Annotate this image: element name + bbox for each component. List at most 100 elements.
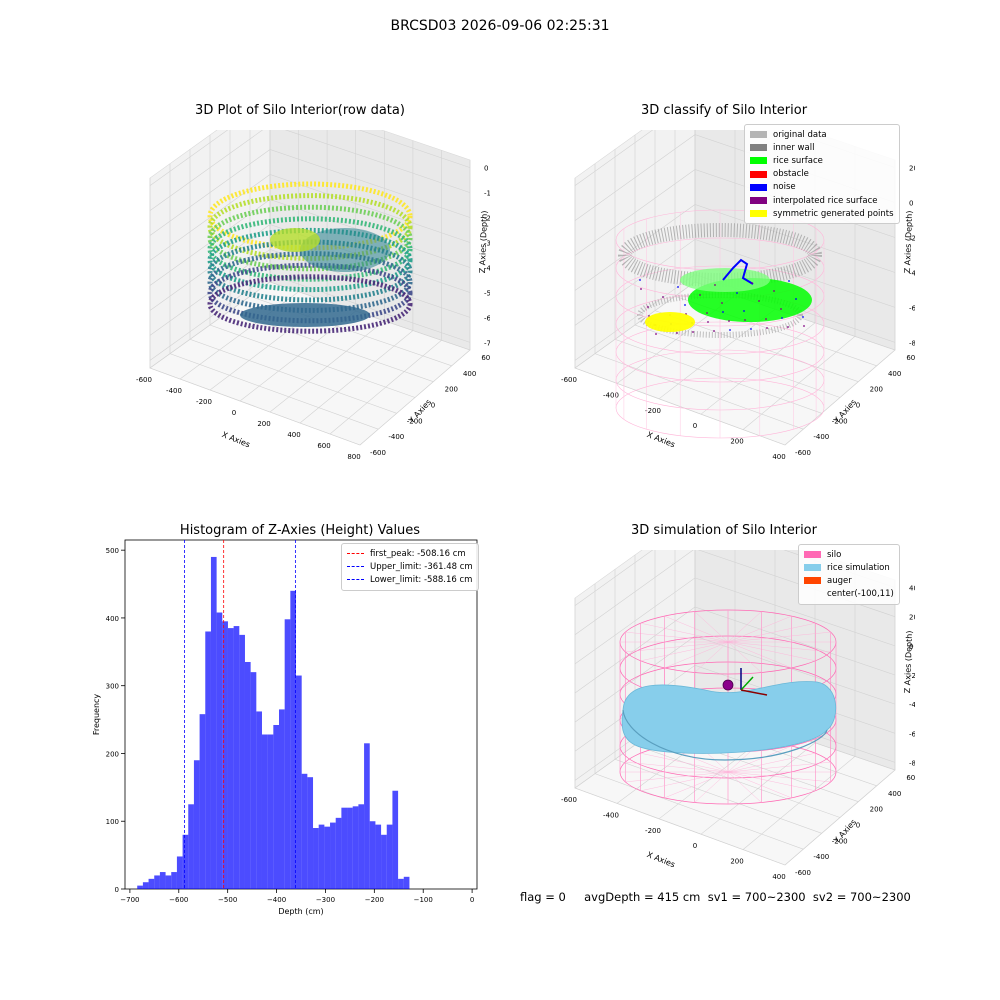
p3-bar	[284, 619, 291, 889]
p3-ytick-label: 400	[106, 615, 119, 623]
p3-bar	[227, 628, 234, 889]
p3-bar	[392, 790, 399, 889]
p2-rice-surface-upper	[680, 268, 770, 292]
p3-bar	[239, 634, 245, 889]
legend2-swatch	[750, 157, 767, 165]
p1-wall-ring	[207, 181, 413, 251]
p3-xtick-label: −400	[267, 896, 286, 904]
p1-xtick: 400	[287, 431, 300, 439]
p4-ytick: -200	[832, 837, 848, 845]
legend3-swatch	[347, 579, 364, 581]
p2-noise-point	[750, 328, 752, 330]
p3-bar	[182, 834, 189, 889]
legend3-label: Lower_limit: -588.16 cm	[370, 574, 473, 585]
p2-ytick: 400	[888, 370, 901, 378]
p4-zlabel: Z Axies (Depth)	[903, 630, 914, 693]
p1-ytick: 400	[463, 370, 476, 378]
p1-ztick: -300	[484, 240, 490, 248]
p3-bar	[341, 807, 348, 889]
p4-silo-top-spoke	[727, 641, 831, 653]
p3-bar	[273, 725, 279, 889]
legend2-swatch	[750, 210, 767, 218]
legend3-label: Upper_limit: -361.48 cm	[370, 561, 473, 572]
p1-grid-y	[189, 149, 397, 414]
legend4-entry: silo	[804, 548, 894, 561]
p1-ztick: -600	[484, 314, 490, 322]
p2-noise	[722, 258, 754, 285]
p3-bar	[159, 872, 166, 889]
p2-grid-y	[634, 135, 841, 398]
p1-inner-surface	[300, 228, 390, 272]
p1-grid-y	[269, 130, 471, 351]
p2-noise-point	[655, 333, 657, 335]
p2-noise-point	[640, 288, 642, 290]
p2-grid-z	[574, 204, 896, 291]
legend4-entry: center(-100,11)	[804, 588, 894, 601]
legend2-swatch	[750, 144, 767, 152]
p1-grid-z	[149, 149, 471, 236]
p3-bar	[369, 821, 376, 889]
legend2-swatch	[750, 197, 767, 205]
p2-noise-point	[736, 292, 738, 294]
p1-xtick: 0	[232, 409, 236, 417]
p1-bottom-points	[240, 303, 370, 327]
p3-bar	[244, 661, 251, 889]
p3-bar	[347, 807, 353, 889]
p2-noise-point	[684, 304, 686, 306]
p2-ztick: -800	[909, 339, 915, 347]
p2-inner-wall-low	[637, 292, 803, 338]
p4-grid-y	[614, 569, 822, 834]
p3-bar	[290, 590, 297, 889]
p1-grid-y	[169, 163, 379, 430]
p2-ztick: -400	[909, 269, 915, 277]
p4-silo-top-spoke	[640, 641, 729, 662]
p4-xtick: -400	[603, 811, 619, 819]
p3-bar	[386, 824, 393, 889]
p2-noise-point	[751, 282, 753, 284]
p3-bar	[267, 734, 274, 889]
p2-xtick: 400	[772, 453, 785, 461]
p1-grid-z	[149, 130, 471, 211]
p4-silo-bottom-spoke	[640, 771, 729, 792]
p4-ytick: 0	[856, 822, 860, 830]
p4-silo-bottom-spoke	[694, 771, 729, 803]
p2-ytick: -400	[813, 433, 829, 441]
p4-xlabel: X Axies	[646, 850, 677, 869]
p2-ztick: -600	[909, 304, 915, 312]
legend4-swatch	[804, 591, 821, 598]
p2-noise-point	[788, 280, 790, 282]
panel3-legend: first_peak: -508.16 cm Upper_limit: -361.…	[341, 543, 479, 591]
p3-bar	[381, 834, 387, 889]
p4-silo-top-spoke	[727, 631, 831, 643]
p3-bar	[313, 828, 319, 889]
p4-ztick: 0	[909, 643, 913, 651]
p1-xtick: -600	[136, 376, 152, 384]
p2-xtick: 0	[693, 422, 697, 430]
p1-wall-ring	[207, 239, 413, 303]
p2-noise-point	[707, 321, 709, 323]
p3-bar	[193, 760, 200, 889]
p4-silo-top-spoke	[625, 631, 729, 643]
p4-ztick: 200	[909, 614, 915, 622]
p3-bar	[250, 672, 257, 889]
p4-silo-top-spoke	[727, 641, 792, 669]
p4-ytick: -600	[795, 869, 811, 877]
p3-bar	[279, 709, 285, 889]
p4-ztick: 400	[909, 585, 915, 593]
p3-bar	[261, 734, 268, 889]
p1-grid-z	[149, 174, 471, 261]
legend2-label: symmetric generated points	[773, 208, 894, 219]
p1-ztick: -200	[484, 215, 490, 223]
p2-noise-point	[699, 294, 701, 296]
legend2-label: inner wall	[773, 142, 815, 153]
p3-ytick-label: 100	[106, 818, 119, 826]
p1-ytick: -600	[370, 449, 386, 457]
p4-ytick: 600	[906, 774, 915, 782]
p3-ytick-label: 0	[115, 886, 119, 894]
p4-grid-y	[594, 583, 804, 850]
p2-grid-y	[574, 178, 786, 446]
p4-xtick: -200	[645, 827, 661, 835]
p3-xtick-label: −700	[120, 896, 139, 904]
p3-bar	[403, 876, 410, 889]
